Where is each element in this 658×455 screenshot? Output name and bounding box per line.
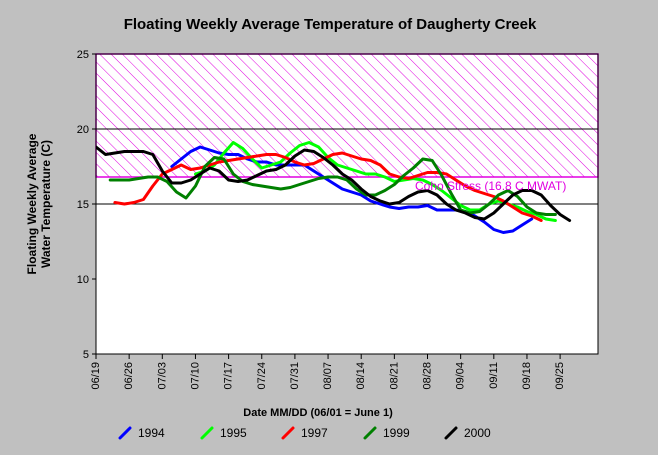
y-tick-label: 20 bbox=[77, 124, 89, 136]
x-tick-label: 06/26 bbox=[123, 362, 135, 390]
y-axis-label: Floating Weekly Average Water Temperatur… bbox=[25, 133, 53, 274]
series-line-1995 bbox=[194, 141, 557, 222]
x-tick-label: 08/14 bbox=[355, 362, 367, 390]
legend-swatch-1997 bbox=[281, 426, 295, 440]
legend-label-1995: 1995 bbox=[220, 426, 247, 440]
stress-band-hatch bbox=[96, 54, 598, 177]
y-tick-label: 5 bbox=[83, 349, 89, 361]
y-axis: 5 10 15 20 25 bbox=[77, 49, 96, 361]
x-tick-label: 07/17 bbox=[223, 362, 235, 390]
x-tick-label: 09/11 bbox=[488, 362, 500, 389]
legend-swatch-1999 bbox=[363, 426, 377, 440]
coho-stress-band bbox=[95, 53, 599, 178]
legend-swatch-1995 bbox=[200, 426, 214, 440]
series-layer bbox=[96, 141, 572, 234]
x-tick-label: 08/07 bbox=[322, 362, 334, 390]
series-line-2000 bbox=[96, 145, 572, 222]
x-tick-label: 09/04 bbox=[455, 362, 467, 390]
legend-swatch-2000 bbox=[444, 426, 458, 440]
x-tick-label: 07/31 bbox=[289, 362, 301, 390]
x-tick-label: 06/19 bbox=[90, 362, 102, 390]
legend-label-1999: 1999 bbox=[383, 426, 410, 440]
y-tick-label: 10 bbox=[77, 274, 89, 286]
x-tick-label: 09/25 bbox=[554, 362, 566, 390]
legend-label-1994: 1994 bbox=[138, 426, 165, 440]
x-axis: 06/19 06/26 07/03 07/10 07/17 07/24 07/31 08/07… bbox=[90, 354, 566, 390]
y-tick-label: 25 bbox=[77, 49, 89, 61]
x-tick-label: 07/24 bbox=[256, 362, 268, 390]
legend-label-1997: 1997 bbox=[301, 426, 328, 440]
series-line-1999 bbox=[108, 156, 557, 216]
legend-swatch-1994 bbox=[118, 426, 132, 440]
x-tick-label: 09/18 bbox=[521, 362, 533, 390]
y-axis-label-line1: Floating Weekly Average bbox=[25, 133, 39, 274]
y-axis-label-line2: Water Temperature (C) bbox=[39, 140, 53, 268]
x-tick-label: 08/28 bbox=[422, 362, 434, 390]
x-axis-label: Date MM/DD (06/01 = June 1) bbox=[243, 407, 393, 419]
y-tick-label: 15 bbox=[77, 199, 89, 211]
x-tick-label: 08/21 bbox=[388, 362, 400, 390]
series-line-1997 bbox=[113, 151, 543, 222]
coho-stress-label: Coho Stress (16.8 C MWAT) bbox=[415, 179, 566, 193]
legend-label-2000: 2000 bbox=[464, 426, 491, 440]
x-tick-label: 07/10 bbox=[189, 362, 201, 390]
chart-title: Floating Weekly Average Temperature of D… bbox=[124, 16, 537, 33]
legend: 1994 1995 1997 1999 2000 bbox=[118, 426, 491, 440]
x-tick-label: 07/03 bbox=[156, 362, 168, 390]
